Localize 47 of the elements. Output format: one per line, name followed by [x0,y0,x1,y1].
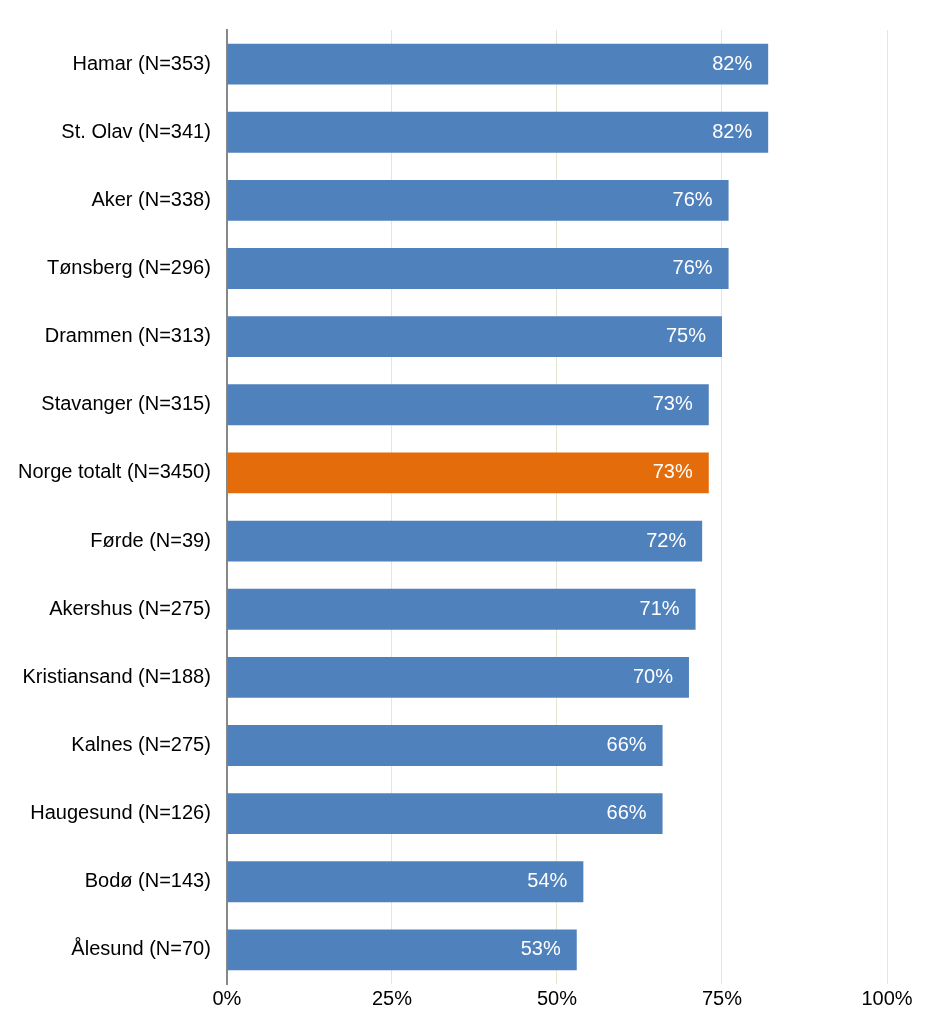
bar [227,861,584,903]
x-tick-label: 0% [212,986,242,1009]
data-label: 82% [712,119,753,142]
y-tick-label: Hamar (N=353) [72,51,211,74]
y-tick-label: St. Olav (N=341) [61,119,211,142]
data-label: 76% [672,187,713,210]
y-tick-label: Drammen (N=313) [44,324,211,347]
data-label: 71% [639,596,680,619]
x-tick-label: 100% [861,986,913,1009]
data-label: 75% [665,324,707,347]
bar [227,248,729,289]
bar [227,520,703,562]
data-label: 70% [632,664,674,687]
y-tick-label: Bodø (N=143) [84,869,211,892]
y-tick-label: Ålesund (N=70) [71,937,211,960]
y-tick-label: Førde (N=39) [90,528,211,551]
bar [227,929,577,971]
y-tick-label: Akershus (N=275) [49,596,211,619]
bar [227,384,709,426]
data-label: 54% [527,869,568,892]
bar [227,656,689,698]
x-tick-label: 50% [536,986,578,1009]
bar [227,316,722,358]
bar [227,452,709,494]
data-label: 66% [606,733,647,756]
data-label: 73% [652,460,693,483]
bar [227,588,696,630]
y-tick-label: Kristiansand (N=188) [22,664,211,687]
data-label: 53% [520,937,561,960]
y-tick-label: Norge totalt (N=3450) [17,460,211,483]
data-label: 73% [652,392,693,415]
bar [227,111,769,153]
y-tick-label: Tønsberg (N=296) [46,256,211,279]
data-label: 66% [606,801,647,824]
y-tick-label: Haugesund (N=126) [30,801,211,824]
bar [227,725,663,766]
x-tick-label: 25% [371,986,413,1009]
y-tick-label: Stavanger (N=315) [41,392,211,415]
bar [227,43,769,85]
bar [227,179,729,221]
data-label: 72% [646,528,687,551]
y-tick-label: Aker (N=338) [91,187,211,210]
bar [227,793,663,835]
data-label: 82% [712,51,753,74]
x-tick-label: 75% [701,986,743,1009]
y-tick-label: Kalnes (N=275) [71,733,211,756]
data-label: 76% [672,256,713,279]
